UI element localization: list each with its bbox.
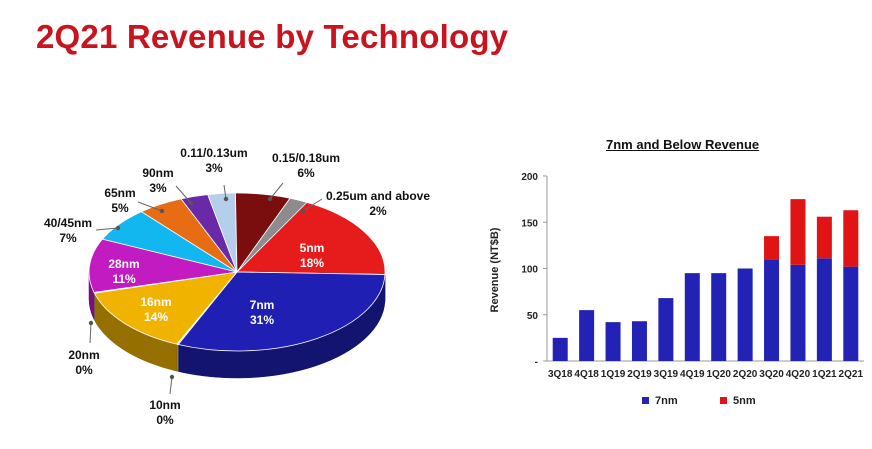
bar-5nm-3Q20 [764, 236, 780, 260]
legend-swatch-5nm [720, 397, 727, 404]
bar-7nm-2Q21 [843, 266, 859, 361]
bar-7nm-3Q18 [552, 337, 568, 361]
pie-pct-10nm: 0% [156, 413, 174, 427]
pie-leader-0-25um-and-above [302, 198, 323, 212]
pie-leader-90nm [175, 185, 192, 204]
pie-label-5nm: 5nm [300, 241, 325, 255]
pie-pct-65nm: 5% [111, 201, 129, 215]
bar-7nm-3Q19 [658, 298, 674, 361]
legend-label-7nm: 7nm [655, 395, 678, 407]
pie-leader-dot-0-25um-and-above [300, 208, 306, 214]
pie-leader-0-15-0-18um [269, 182, 284, 200]
pie-slice-0-25um-and-above [236, 197, 308, 273]
y-tick-label: - [535, 357, 538, 368]
bar-axes: - 50 100 150 200 Revenue (NT$B) [489, 172, 864, 368]
pie-slices [88, 192, 386, 379]
pie-leader-10nm [169, 376, 173, 395]
pie-pct-20nm: 0% [75, 363, 93, 377]
legend-label-5nm: 5nm [733, 395, 756, 407]
pie-label-0-15-0-18um: 0.15/0.18um [272, 151, 340, 165]
bar-chart-title: 7nm and Below Revenue [606, 137, 760, 152]
pie-label-90nm: 90nm [142, 166, 173, 180]
x-tick-label: 1Q20 [706, 369, 731, 380]
bar-7nm-4Q20 [790, 264, 806, 361]
pie-label-0-11-0-13um: 0.11/0.13um [180, 146, 247, 160]
x-tick-label: 1Q21 [812, 369, 837, 380]
y-tick-label: 50 [527, 311, 539, 322]
y-axis-label: Revenue (NT$B) [489, 227, 501, 312]
pie-label-65nm: 65nm [104, 186, 135, 200]
page-title: 2Q21 Revenue by Technology [36, 18, 509, 55]
bar-7nm-3Q20 [764, 259, 780, 361]
pie-label-10nm: 10nm [149, 398, 180, 412]
pie-leader-dot-90nm [188, 200, 194, 206]
bar-7nm-2Q20 [737, 268, 753, 361]
x-tick-label: 1Q19 [601, 369, 626, 380]
pie-label-40-45nm: 40/45nm [44, 216, 92, 230]
pie-slice-7nm [177, 271, 386, 352]
bar-7nm-1Q19 [605, 322, 621, 361]
bar-5nm-4Q20 [790, 199, 806, 265]
pie-leader-20nm [89, 322, 92, 344]
x-tick-label: 3Q20 [759, 369, 784, 380]
pie-pct-16nm: 14% [144, 310, 168, 324]
pie-pct-7nm: 31% [250, 313, 274, 327]
bar-7nm-1Q21 [816, 258, 832, 361]
pie-pct-0-15-0-18um: 6% [297, 166, 315, 180]
pie-slice-5nm [236, 201, 386, 275]
pie-leader-40-45nm [95, 227, 119, 231]
bar-7nm-4Q18 [579, 310, 595, 361]
bar-legend: 7nm 5nm [642, 395, 756, 407]
pie-leader-65nm [137, 201, 163, 212]
x-tick-label: 2Q21 [839, 369, 864, 380]
x-tick-label: 4Q18 [574, 369, 599, 380]
bar-marks: 3Q18 4Q18 1Q19 2Q19 3Q19 4Q19 1Q20 2Q20 3Q20 4Q20… [548, 199, 863, 380]
pie-leader-0-11-0-13um [223, 184, 227, 200]
y-tick-label: 150 [521, 218, 538, 229]
pie-leader-dot-65nm [159, 208, 165, 214]
pie-leader-dot-0-11-0-13um [223, 196, 229, 202]
pie-leader-dot-10nm [169, 374, 175, 380]
x-tick-label: 3Q19 [654, 369, 679, 380]
bar-5nm-1Q21 [816, 216, 832, 259]
x-tick-label: 2Q20 [733, 369, 758, 380]
x-tick-label: 3Q18 [548, 369, 573, 380]
pie-label-0-25um-and-above: 0.25um and above [326, 189, 430, 203]
pie-label-7nm: 7nm [250, 298, 275, 312]
pie-label-16nm: 16nm [140, 295, 171, 309]
bar-7nm-1Q20 [711, 273, 727, 361]
pie-slice-28nm [88, 238, 238, 293]
y-tick-label: 200 [521, 172, 538, 183]
legend-swatch-7nm [642, 397, 649, 404]
pie-label-28nm: 28nm [108, 257, 139, 271]
pie-pct-40-45nm: 7% [59, 231, 77, 245]
x-tick-label: 2Q19 [627, 369, 652, 380]
pie-pct-28nm: 11% [112, 272, 136, 286]
pie-pct-0-11-0-13um: 3% [205, 161, 223, 175]
pie-leader-dot-40-45nm [115, 225, 121, 231]
pie-leader-dot-0-15-0-18um [267, 196, 273, 202]
x-tick-label: 4Q19 [680, 369, 705, 380]
pie-pct-90nm: 3% [149, 181, 167, 195]
pie-slice-16nm [93, 271, 238, 345]
bar-5nm-2Q21 [843, 210, 859, 267]
bar-7nm-2Q19 [631, 321, 647, 361]
pie-label-20nm: 20nm [68, 348, 99, 362]
bar-7nm-4Q19 [684, 273, 700, 361]
pie-pct-0-25um-and-above: 2% [369, 204, 387, 218]
x-tick-label: 4Q20 [786, 369, 811, 380]
pie-leader-dot-20nm [88, 320, 94, 326]
y-tick-label: 100 [521, 265, 538, 276]
pie-pct-5nm: 18% [300, 256, 324, 270]
